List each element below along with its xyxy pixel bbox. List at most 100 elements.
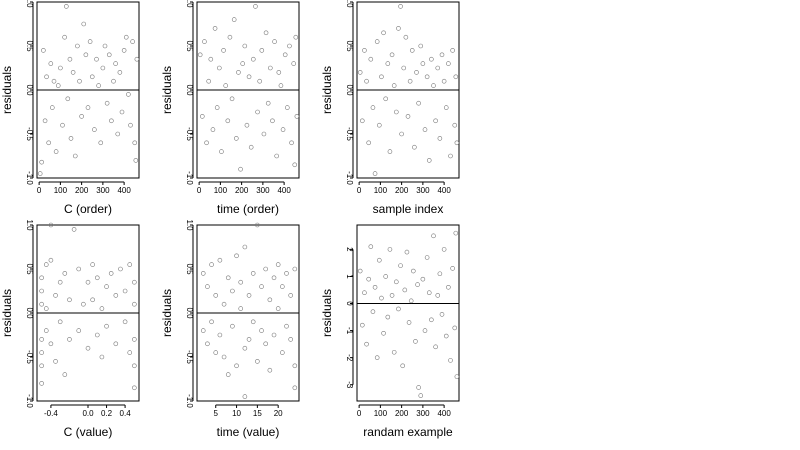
data-point xyxy=(368,56,374,62)
data-point xyxy=(231,17,237,22)
data-point xyxy=(246,74,252,80)
x-tick-label: 400 xyxy=(437,409,451,418)
data-point xyxy=(263,341,268,347)
data-point xyxy=(271,275,277,281)
data-point xyxy=(389,293,395,298)
data-point xyxy=(234,253,239,259)
data-point xyxy=(205,341,210,347)
data-point xyxy=(394,109,399,115)
y-tick-label: -1.0 xyxy=(25,394,34,408)
data-point xyxy=(433,344,438,350)
data-point xyxy=(238,166,243,172)
y-tick-label: 0.5 xyxy=(25,263,34,275)
data-point xyxy=(132,279,137,285)
data-point xyxy=(414,70,419,75)
data-point xyxy=(217,332,223,338)
plot-panel-6: 0 100 200 300 400 -3 -2 -1 0 1 2 randam example resi… xyxy=(320,224,460,439)
data-point xyxy=(210,127,216,132)
x-tick-label: 300 xyxy=(416,186,430,195)
data-point xyxy=(39,301,44,307)
y-tick-label: 1.0 xyxy=(25,219,34,231)
data-point xyxy=(206,78,211,84)
x-tick-label: 400 xyxy=(277,186,291,195)
data-point xyxy=(221,301,227,307)
data-point xyxy=(293,34,299,40)
data-point xyxy=(213,350,219,355)
data-point xyxy=(272,39,277,44)
x-tick-label: 200 xyxy=(395,409,409,418)
data-point xyxy=(285,105,290,110)
x-tick-label: 100 xyxy=(214,186,228,195)
x-axis-label: C (value) xyxy=(64,425,113,439)
data-point xyxy=(381,331,386,336)
data-point xyxy=(276,70,282,75)
data-point xyxy=(385,61,391,66)
plot-panel-3: 0 100 200 300 400 -1.0 -0.5 0.0 0.5 1.0 sample ind… xyxy=(320,0,460,216)
data-point xyxy=(230,288,235,294)
data-point xyxy=(96,83,101,88)
data-point xyxy=(426,290,432,295)
data-point xyxy=(275,306,281,311)
x-tick-label: 0 xyxy=(357,409,362,418)
data-point xyxy=(291,61,296,66)
x-tick-label: 15 xyxy=(253,409,262,418)
x-tick-label: 0.4 xyxy=(120,409,132,418)
data-point xyxy=(439,312,445,317)
data-point xyxy=(394,279,399,285)
data-point xyxy=(374,39,380,44)
x-axis-label: sample index xyxy=(373,202,444,216)
data-point xyxy=(387,149,393,154)
data-point xyxy=(357,70,363,75)
data-point xyxy=(81,21,87,27)
data-point xyxy=(238,279,244,285)
data-point xyxy=(379,74,384,80)
data-point xyxy=(275,262,281,267)
data-point xyxy=(364,341,369,347)
data-point xyxy=(209,319,214,325)
y-tick-label: 0.0 xyxy=(185,84,194,96)
data-point xyxy=(454,374,460,379)
data-point xyxy=(420,61,426,66)
data-point xyxy=(267,297,273,303)
y-tick-label: -1 xyxy=(345,327,354,335)
data-point xyxy=(374,355,380,360)
y-tick-label: 0 xyxy=(345,301,354,306)
y-tick-label: 0.0 xyxy=(25,84,34,96)
data-point xyxy=(396,306,401,312)
data-point xyxy=(43,306,49,311)
data-point xyxy=(65,96,71,102)
y-tick-label: 1.0 xyxy=(185,219,194,231)
data-point xyxy=(387,247,393,252)
data-point xyxy=(381,30,386,36)
data-point xyxy=(98,140,104,146)
data-point xyxy=(39,337,44,342)
data-point xyxy=(441,78,447,84)
data-point xyxy=(221,354,227,360)
data-point xyxy=(446,284,451,290)
data-point xyxy=(385,314,391,320)
data-point xyxy=(450,48,455,53)
data-point xyxy=(443,333,449,339)
y-axis-label: residuals xyxy=(320,289,334,337)
data-point xyxy=(251,56,256,62)
data-point xyxy=(404,249,410,255)
data-point xyxy=(422,328,428,333)
data-point xyxy=(411,268,416,274)
data-point xyxy=(39,350,44,355)
data-point xyxy=(418,393,424,398)
data-point xyxy=(90,297,95,303)
data-point xyxy=(126,92,131,97)
y-tick-label: 1.0 xyxy=(185,0,194,8)
data-point xyxy=(122,288,128,294)
y-tick-label: 2 xyxy=(345,247,354,252)
data-point xyxy=(39,275,44,281)
data-point xyxy=(453,230,459,236)
data-point xyxy=(448,153,453,159)
data-point xyxy=(104,284,109,289)
data-point xyxy=(271,332,277,338)
x-axis-label: C (order) xyxy=(64,202,112,216)
y-tick-label: -0.5 xyxy=(185,127,194,141)
data-point xyxy=(248,144,254,150)
data-point xyxy=(111,78,116,84)
data-point xyxy=(85,345,91,351)
